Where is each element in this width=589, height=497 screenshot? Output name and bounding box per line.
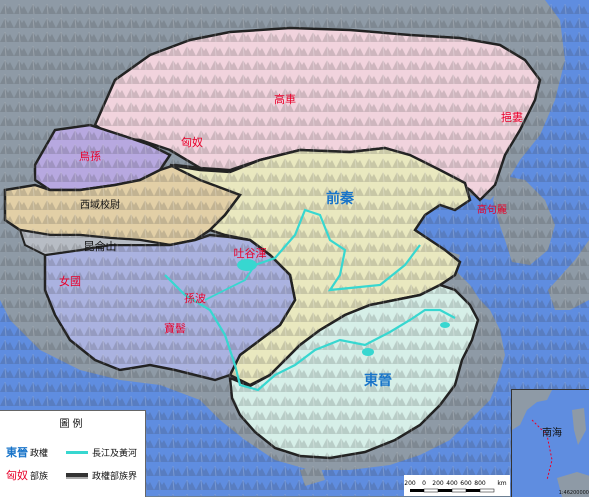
river-tributary	[204, 264, 256, 301]
yellow-river	[254, 208, 421, 292]
inset-svg: 南海 1:46200000	[512, 390, 589, 497]
legend-label-border: 政權部族界	[92, 472, 138, 482]
scale-tick-4: 600	[460, 480, 472, 487]
inset-map: 南海 1:46200000	[511, 389, 589, 497]
inset-land-borneo	[557, 472, 589, 497]
legend-river-swatch	[66, 451, 88, 454]
label-nuguo: 女國	[59, 274, 81, 288]
label-dongjin: 東晉	[364, 372, 392, 389]
scale-tick-3: 400	[446, 480, 458, 487]
label-tuyuhun: 吐谷渾	[234, 247, 267, 260]
lake-taihu	[440, 322, 450, 328]
label-baoji: 寶髻	[164, 321, 186, 335]
legend-border-swatch	[66, 473, 88, 477]
label-qianqin: 前秦	[326, 190, 355, 207]
lake-poyang	[362, 348, 374, 356]
inset-land	[512, 390, 552, 430]
yangtze-river	[164, 274, 456, 392]
scale-unit: km	[497, 480, 506, 487]
label-xiepu: 挹婁	[501, 110, 523, 124]
legend-label-river: 長江及黃河	[92, 449, 138, 459]
legend-sample-tribe: 匈奴	[6, 469, 28, 482]
inset-scale-note: 1:46200000	[559, 490, 589, 496]
legend-title: 圖例	[59, 419, 86, 430]
legend-label-polity: 政權	[30, 449, 49, 459]
legend-sample-polity: 東晉	[6, 446, 28, 459]
inset-label-south-sea: 南海	[542, 426, 562, 439]
scale-tick-2: 200	[432, 480, 444, 487]
label-wusun: 烏孫	[79, 149, 101, 163]
label-xiongnu: 匈奴	[181, 135, 203, 149]
legend-label-tribe: 部族	[30, 472, 49, 482]
label-kunlun: 昆侖山	[84, 239, 117, 253]
scale-bar: 200 0 200 400 600 800 km	[404, 475, 510, 496]
inset-border	[531, 419, 553, 481]
scale-tick-5: 800	[474, 480, 486, 487]
label-subo: 孫波	[184, 292, 206, 305]
label-gaogouli: 高句麗	[477, 203, 507, 216]
legend: 圖例 東晉 政權 匈奴 部族 長江及黃河 政權部族界	[0, 410, 146, 497]
label-gaoche: 高車	[274, 92, 296, 106]
label-xiyu: 西域校尉	[80, 198, 120, 211]
inset-land-philippines	[572, 408, 586, 445]
scale-tick-1: 0	[422, 480, 426, 487]
scale-tick-0: 200	[404, 480, 416, 487]
lake-qinghai	[237, 259, 257, 271]
